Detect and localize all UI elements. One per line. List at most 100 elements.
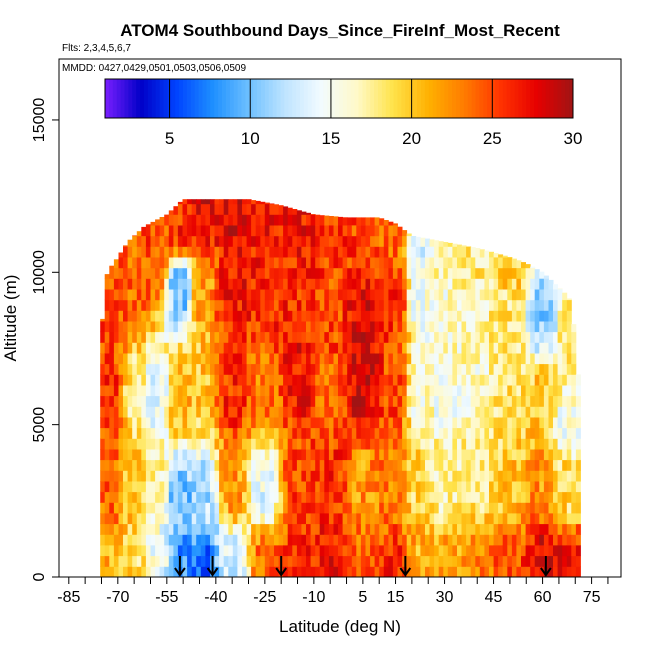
heatmap-cell bbox=[420, 545, 426, 557]
heatmap-cell bbox=[141, 246, 147, 258]
heatmap-cell bbox=[333, 225, 339, 237]
heatmap-cell bbox=[255, 491, 261, 503]
heatmap-cell bbox=[228, 310, 234, 322]
heatmap-cell bbox=[470, 555, 476, 567]
heatmap-cell bbox=[269, 299, 275, 311]
heatmap-cell bbox=[429, 331, 435, 343]
chart-subtitle-flights: Flts: 2,3,4,5,6,7 bbox=[62, 43, 131, 54]
heatmap-cell bbox=[274, 417, 279, 429]
heatmap-cell bbox=[232, 363, 238, 375]
heatmap-cell bbox=[406, 246, 412, 258]
heatmap-cell bbox=[415, 534, 421, 546]
heatmap-cell bbox=[274, 342, 279, 354]
heatmap-cell bbox=[539, 566, 545, 577]
heatmap-cell bbox=[324, 353, 330, 365]
heatmap-cell bbox=[123, 278, 128, 290]
heatmap-cell bbox=[356, 257, 362, 269]
heatmap-cell bbox=[260, 513, 266, 525]
heatmap-cell bbox=[278, 289, 284, 301]
heatmap-cell bbox=[251, 534, 257, 546]
heatmap-cell bbox=[397, 406, 403, 418]
heatmap-cell bbox=[109, 523, 115, 535]
heatmap-cell bbox=[319, 257, 325, 269]
heatmap-cell bbox=[525, 545, 531, 557]
heatmap-cell bbox=[260, 385, 266, 397]
heatmap-cell bbox=[104, 545, 110, 557]
heatmap-cell bbox=[411, 395, 417, 407]
heatmap-cell bbox=[516, 299, 522, 311]
heatmap-cell bbox=[187, 214, 193, 226]
heatmap-cell bbox=[484, 331, 490, 343]
heatmap-cell bbox=[159, 246, 165, 258]
heatmap-cell bbox=[232, 310, 238, 322]
heatmap-cell bbox=[406, 331, 412, 343]
heatmap-cell bbox=[493, 459, 499, 471]
heatmap-cell bbox=[319, 374, 325, 386]
heatmap-cell bbox=[187, 363, 193, 375]
heatmap-cell bbox=[447, 417, 453, 429]
heatmap-cell bbox=[406, 374, 412, 386]
heatmap-cell bbox=[534, 278, 540, 290]
heatmap-cell bbox=[392, 246, 398, 258]
heatmap-cell bbox=[177, 267, 183, 279]
heatmap-cell bbox=[242, 523, 247, 535]
heatmap-cell bbox=[219, 199, 225, 205]
heatmap-cell bbox=[566, 406, 572, 418]
heatmap-cell bbox=[434, 363, 440, 375]
heatmap-cell bbox=[287, 545, 293, 557]
heatmap-cell bbox=[200, 459, 206, 471]
heatmap-cell bbox=[283, 257, 289, 269]
heatmap-cell bbox=[498, 417, 504, 429]
heatmap-cell bbox=[530, 374, 536, 386]
heatmap-cell bbox=[411, 310, 417, 322]
heatmap-cell bbox=[306, 545, 311, 557]
heatmap-cell bbox=[191, 321, 197, 333]
heatmap-cell bbox=[360, 225, 366, 237]
heatmap-cell bbox=[100, 374, 106, 386]
heatmap-cell bbox=[187, 321, 193, 333]
heatmap-cell bbox=[397, 385, 403, 397]
heatmap-cell bbox=[242, 438, 247, 450]
heatmap-cell bbox=[498, 299, 504, 311]
heatmap-cell bbox=[356, 374, 362, 386]
heatmap-cell bbox=[365, 395, 371, 407]
heatmap-cell bbox=[333, 545, 339, 557]
heatmap-cell bbox=[205, 214, 211, 226]
heatmap-cell bbox=[283, 438, 289, 450]
heatmap-cell bbox=[511, 449, 517, 461]
heatmap-cell bbox=[127, 353, 133, 365]
heatmap-cell bbox=[553, 427, 558, 439]
heatmap-cell bbox=[214, 267, 220, 279]
heatmap-cell bbox=[109, 395, 115, 407]
heatmap-cell bbox=[402, 417, 408, 429]
heatmap-cell bbox=[264, 299, 270, 311]
heatmap-cell bbox=[141, 374, 147, 386]
heatmap-cell bbox=[177, 235, 183, 247]
heatmap-cell bbox=[264, 555, 270, 567]
heatmap-cell bbox=[457, 470, 462, 482]
heatmap-cell bbox=[402, 481, 408, 493]
heatmap-cell bbox=[269, 353, 275, 365]
heatmap-cell bbox=[269, 374, 275, 386]
heatmap-cell bbox=[571, 395, 577, 407]
heatmap-cell bbox=[493, 321, 499, 333]
heatmap-cell bbox=[123, 566, 128, 577]
heatmap-cell bbox=[443, 363, 449, 375]
heatmap-cell bbox=[219, 310, 225, 322]
heatmap-cell bbox=[479, 267, 485, 279]
heatmap-cell bbox=[118, 438, 124, 450]
heatmap-cell bbox=[411, 331, 417, 343]
heatmap-cell bbox=[392, 267, 398, 279]
heatmap-cell bbox=[182, 363, 188, 375]
heatmap-cell bbox=[264, 470, 270, 482]
heatmap-cell bbox=[214, 235, 220, 247]
heatmap-cell bbox=[136, 555, 142, 567]
heatmap-cell bbox=[237, 321, 243, 333]
heatmap-cell bbox=[365, 470, 371, 482]
heatmap-cell bbox=[438, 353, 444, 365]
heatmap-cell bbox=[397, 491, 403, 503]
heatmap-cell bbox=[434, 470, 440, 482]
heatmap-cell bbox=[182, 502, 188, 514]
heatmap-cell bbox=[507, 545, 513, 557]
heatmap-cell bbox=[539, 449, 545, 461]
